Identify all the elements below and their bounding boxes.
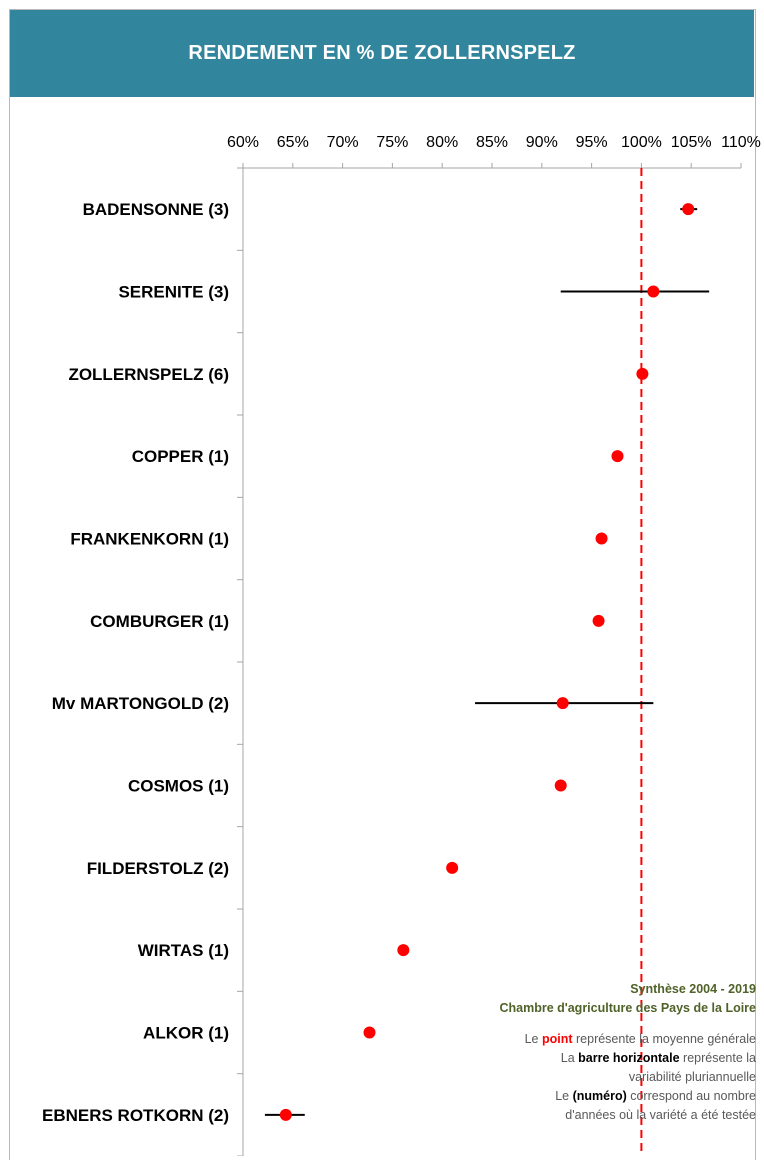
- legend-bar-note-2: variabilité pluriannuelle: [628, 1070, 756, 1084]
- category-label: EBNERS ROTKORN (2): [42, 1106, 229, 1125]
- legend-box: Synthèse 2004 - 2019 Chambre d'agricultu…: [440, 980, 756, 1125]
- legend-bar-note: La barre horizontale représente la: [560, 1051, 756, 1065]
- category-label: COPPER (1): [132, 447, 229, 466]
- category-label: COMBURGER (1): [90, 612, 229, 631]
- legend-number-note-2: d'années où la variété a été testée: [565, 1108, 756, 1122]
- legend-point-note: Le point représente la moyenne générale: [524, 1032, 756, 1046]
- mean-points: [279, 203, 695, 1121]
- x-tick-label: 90%: [526, 134, 558, 151]
- category-label: COSMOS (1): [128, 777, 229, 796]
- category-label: ALKOR (1): [143, 1024, 229, 1043]
- axis-layer: [237, 163, 742, 1156]
- mean-point: [595, 532, 608, 545]
- mean-point: [636, 367, 649, 380]
- x-tick-label: 65%: [277, 134, 309, 151]
- category-label: FRANKENKORN (1): [70, 530, 229, 549]
- category-label: SERENITE (3): [118, 283, 229, 302]
- error-bars: [264, 208, 710, 1116]
- legend-number-note: Le (numéro) correspond au nombre: [555, 1089, 756, 1103]
- mean-point: [363, 1026, 376, 1039]
- category-label: ZOLLERNSPELZ (6): [68, 365, 229, 384]
- chart-frame: [9, 9, 756, 1160]
- mean-point: [554, 779, 567, 792]
- x-tick-label: 105%: [671, 134, 712, 151]
- chart-title: RENDEMENT EN % DE ZOLLERNSPELZ: [10, 10, 754, 97]
- mean-point: [397, 944, 410, 957]
- category-label: WIRTAS (1): [138, 941, 229, 960]
- x-tick-label: 60%: [227, 134, 259, 151]
- x-tick-label: 95%: [576, 134, 608, 151]
- category-labels: BADENSONNE (3) SERENITE (3) ZOLLERNSPELZ (…: [42, 200, 229, 1125]
- x-tick-label: 75%: [376, 134, 408, 151]
- mean-point: [279, 1108, 292, 1121]
- mean-point: [682, 203, 695, 216]
- category-label: FILDERSTOLZ (2): [87, 859, 229, 878]
- mean-point: [446, 861, 459, 874]
- mean-point: [611, 450, 624, 463]
- x-tick-label: 110%: [721, 134, 761, 151]
- source-line-2: Chambre d'agriculture des Pays de la Loi…: [499, 1001, 756, 1015]
- x-tick-label: 85%: [476, 134, 508, 151]
- category-label: Mv MARTONGOLD (2): [52, 694, 229, 713]
- mean-point: [647, 285, 660, 298]
- x-tick-label: 70%: [327, 134, 359, 151]
- x-tick-labels: 60% 65% 70% 75% 80% 85% 90% 95% 100% 105% 110%: [227, 134, 761, 151]
- source-line-1: Synthèse 2004 - 2019: [630, 982, 756, 996]
- mean-point: [592, 614, 605, 627]
- category-label: BADENSONNE (3): [83, 200, 229, 219]
- mean-point: [556, 697, 569, 710]
- x-tick-label: 100%: [621, 134, 662, 151]
- x-tick-label: 80%: [426, 134, 458, 151]
